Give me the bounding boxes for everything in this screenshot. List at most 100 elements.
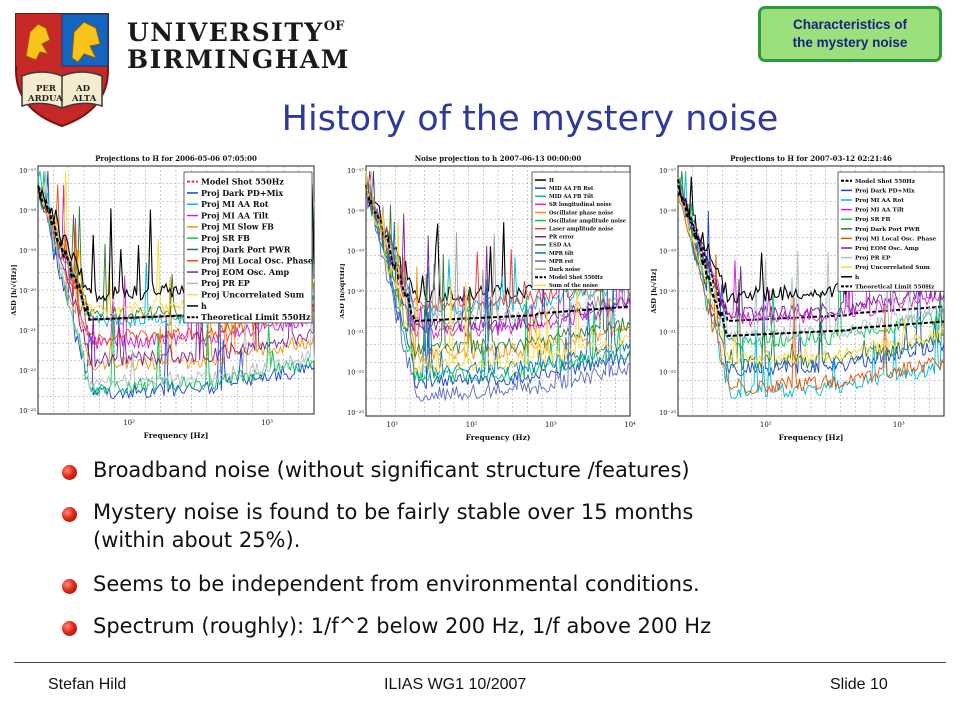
legend-label: Proj MI AA Rot	[201, 199, 269, 209]
y-tick-label: 10⁻¹⁸	[659, 207, 676, 215]
y-tick-label: 10⁻¹⁷	[347, 167, 364, 175]
crest-icon	[15, 13, 109, 128]
x-axis-label: Frequency [Hz]	[779, 433, 844, 442]
plot-legend: Model Shot 550Hz Proj Dark PD+Mix Proj MI …	[837, 171, 945, 292]
noise-curve	[677, 185, 945, 322]
noise-curve	[37, 170, 315, 389]
x-axis-label: Frequency [Hz]	[144, 431, 209, 440]
noise-plot-2007-06: Noise projection to h 2007-06-13 00:00:0…	[340, 152, 636, 442]
plot-title: Projections to H for 2007-03-12 02:21:46	[730, 154, 892, 163]
slide-title: History of the mystery noise	[281, 99, 779, 139]
footer-slide-number: Slide 10	[830, 676, 888, 693]
y-axis-label: ASD [h/sqrtHz]	[340, 263, 346, 319]
x-tick-label: 10²	[466, 421, 478, 429]
x-tick-label: 10²	[760, 421, 772, 429]
y-tick-label: 10⁻¹⁷	[19, 167, 36, 175]
y-tick-label: 10⁻¹⁷	[659, 167, 676, 175]
y-tick-label: 10⁻²⁰	[19, 287, 36, 295]
university-logo: PER ARDUA AD ALTA UNIVERSITYOF BIRMINGHA…	[12, 10, 348, 130]
noise-curve	[677, 181, 945, 328]
legend-label: Dark noise	[549, 267, 581, 273]
legend-label: Oscillator phase noise	[549, 210, 614, 216]
y-tick-label: 10⁻²³	[19, 407, 36, 415]
legend-label: ESD AA	[549, 243, 572, 249]
legend-label: MPR rot	[549, 259, 574, 265]
y-axis-label: ASD [h/√(Hz)]	[10, 264, 18, 316]
legend-label: Model Shot 550Hz	[855, 179, 916, 185]
legend-label: Proj SR FB	[201, 233, 250, 243]
legend-label: Proj Dark Port PWR	[201, 244, 291, 254]
y-tick-label: 10⁻²²	[347, 369, 364, 377]
legend-label: h	[855, 275, 860, 281]
legend-label: Proj SR FB	[855, 217, 891, 223]
y-tick-label: 10⁻²⁰	[659, 288, 676, 296]
legend-label: Proj MI Slow FB	[201, 222, 274, 232]
noise-curve	[365, 184, 631, 322]
legend-label: MPR tilt	[549, 251, 574, 257]
x-axis-label: Frequency (Hz)	[466, 433, 531, 442]
y-tick-label: 10⁻¹⁹	[347, 248, 364, 256]
legend-label: Proj PR EP	[855, 256, 891, 262]
noise-plot-2006-svg: Projections to H for 2006-05-06 07:05:00…	[10, 154, 315, 440]
legend-label: Proj MI AA Tilt	[201, 210, 269, 220]
y-tick-label: 10⁻²³	[347, 409, 364, 417]
noise-curve	[677, 187, 945, 365]
legend-label: Theoretical Limit 550Hz	[201, 312, 311, 322]
y-tick-label: 10⁻²²	[659, 369, 676, 377]
noise-plot-2007-03: Projections to H for 2007-03-12 02:21:46…	[650, 152, 950, 442]
y-axis-label: ASD [h/√Hz]	[650, 269, 658, 315]
legend-label: Proj Dark PD+Mix	[855, 188, 915, 194]
university-name-line1: UNIVERSITYOF	[127, 18, 345, 47]
university-name-line2: BIRMINGHAM	[127, 45, 350, 74]
y-tick-label: 10⁻²¹	[659, 328, 676, 336]
plot-legend: H MID AA FB Rot MID AA FB Tilt SR longitudi…	[531, 171, 631, 290]
noise-curve	[365, 170, 631, 374]
y-tick-label: 10⁻²²	[19, 367, 36, 375]
x-tick-label: 10³	[893, 421, 905, 429]
y-tick-label: 10⁻¹⁸	[19, 207, 36, 215]
y-tick-label: 10⁻²³	[659, 409, 676, 417]
legend-label: Proj PR EP	[201, 278, 250, 288]
noise-curve	[677, 170, 945, 400]
legend-label: Oscillator amplitude noise	[549, 218, 627, 224]
y-tick-label: 10⁻¹⁹	[19, 247, 36, 255]
legend-label: Proj Uncorrelated Sum	[201, 289, 305, 299]
noise-curve	[677, 179, 945, 377]
plot-title: Noise projection to h 2007-06-13 00:00:0…	[415, 154, 582, 163]
legend-label: MID AA FB Rot	[549, 186, 594, 192]
noise-curve	[677, 170, 945, 370]
bullet-icon	[62, 465, 77, 480]
noise-plot-2007-03-svg: Projections to H for 2007-03-12 02:21:46…	[650, 154, 945, 442]
x-tick-label: 10²	[123, 419, 135, 427]
noise-curve	[365, 179, 631, 385]
legend-label: SR longitudinal noise	[549, 202, 612, 208]
legend-label: Laser amplitude noise	[549, 226, 614, 232]
footer-divider	[14, 662, 946, 663]
plot-title: Projections to H for 2006-05-06 07:05:00	[95, 154, 257, 163]
bullet-text: Mystery noise is found to be fairly stab…	[93, 500, 694, 524]
bullet-icon	[62, 507, 77, 522]
bullet-icon	[62, 621, 77, 636]
noise-plot-2006: Projections to H for 2006-05-06 07:05:00…	[8, 152, 320, 442]
bullet-text-continued: (within about 25%).	[93, 528, 301, 552]
noise-curve	[37, 184, 315, 350]
legend-label: Proj Dark PD+Mix	[201, 188, 283, 198]
legend-label: Proj Uncorrelated Sum	[855, 265, 930, 271]
bullet-text: Seems to be independent from environment…	[93, 572, 700, 596]
crest-motto-right: AD ALTA	[72, 84, 97, 104]
bullet-icon	[62, 579, 77, 594]
legend-label: Proj Dark Port PWR	[855, 227, 920, 233]
noise-curve	[677, 177, 945, 394]
crest-motto-left: PER ARDUA	[28, 84, 63, 104]
legend-label: Model Shot 550Hz	[201, 176, 284, 186]
footer-author: Stefan Hild	[48, 676, 127, 693]
y-tick-label: 10⁻¹⁹	[659, 248, 676, 256]
noise-curve	[37, 186, 315, 368]
legend-label: MID AA FB Tilt	[549, 194, 594, 200]
legend-label: Proj MI AA Tilt	[855, 208, 904, 214]
noise-curve	[365, 171, 631, 402]
legend-label: Proj MI Local Osc. Phase	[855, 236, 936, 242]
section-badge-label: Characteristics of the mystery noise	[792, 17, 908, 50]
noise-curve	[677, 185, 945, 321]
